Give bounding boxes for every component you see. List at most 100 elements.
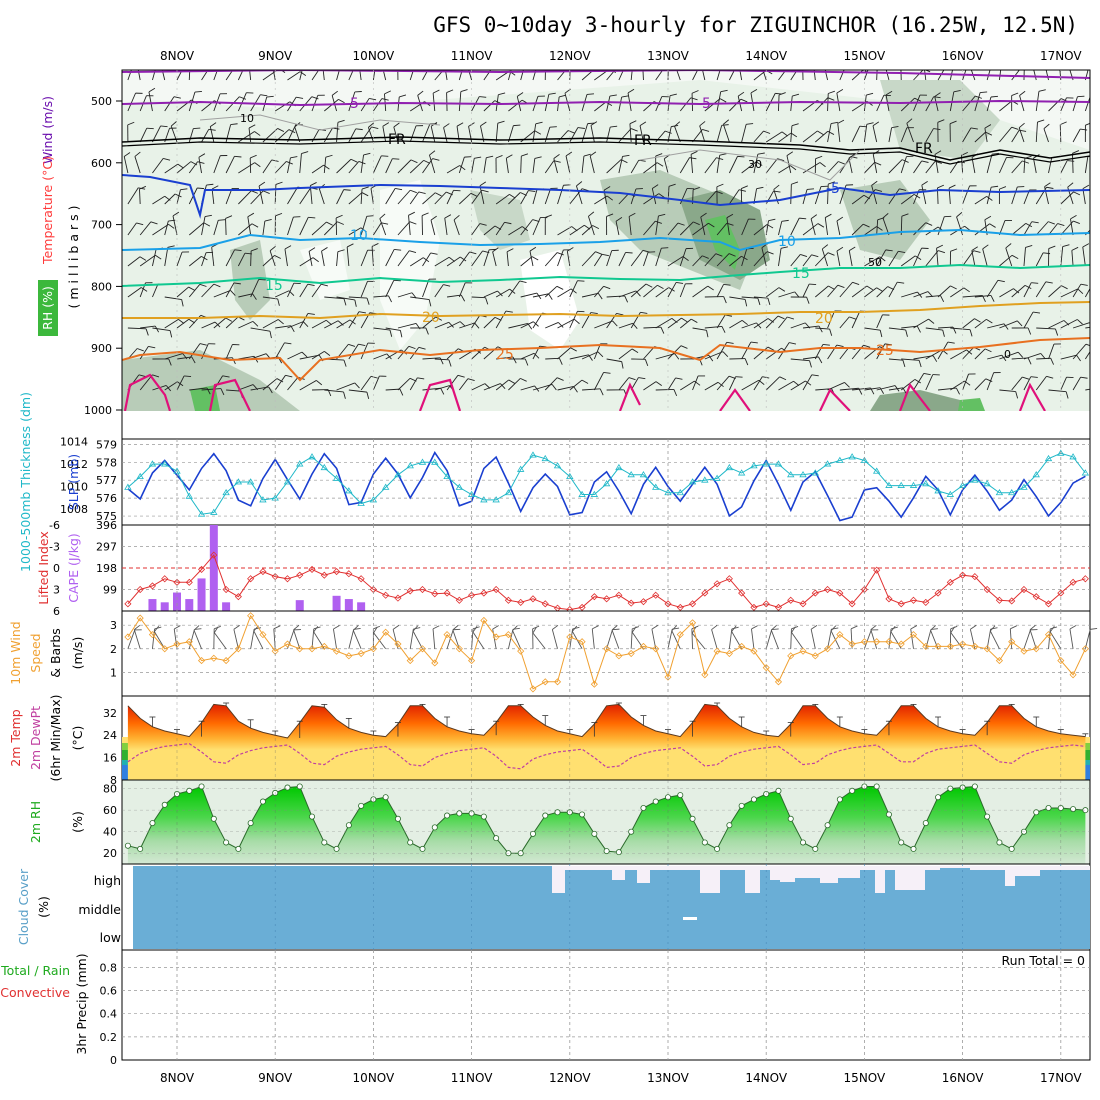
upper-wind-barb — [429, 154, 436, 174]
thickness-point — [934, 487, 942, 494]
upper-wind-barb — [1035, 252, 1044, 267]
upper-wind-barb-flag — [921, 160, 929, 163]
upper-wind-barb-flag — [260, 94, 268, 97]
date-axis-top: 8NOV 9NOV 10NOV 11NOV 12NOV 13NOV 14NOV 15NOV 16… — [160, 49, 1082, 63]
upper-wind-barb — [936, 248, 939, 267]
upper-wind-barb — [446, 321, 461, 329]
upper-wind-barb — [913, 222, 927, 236]
wind-speed-point — [774, 678, 783, 686]
upper-wind-barb — [704, 190, 717, 205]
upper-wind-barb-flag — [360, 227, 367, 233]
upper-wind-barb — [127, 222, 137, 236]
upper-wind-barb-flag — [844, 382, 850, 388]
thickness-point — [148, 460, 157, 467]
lifted-index-point — [197, 565, 206, 573]
upper-wind-barb-flag — [301, 351, 308, 358]
wind-barb-10m — [409, 628, 414, 649]
upper-wind-barb — [704, 253, 717, 267]
upper-wind-barb — [287, 282, 295, 298]
upper-wind-barb — [618, 193, 629, 205]
contour-label-rh0: 0 — [1004, 348, 1011, 361]
upper-wind-barb-flag — [199, 343, 207, 346]
ylabel-rh2m-unit: (%) — [70, 811, 85, 833]
upper-wind-barb-flag — [275, 212, 283, 217]
wind-barb-10m-flag — [671, 625, 677, 631]
rh-point — [849, 787, 856, 794]
upper-wind-barb — [655, 317, 673, 329]
thickness-point — [431, 458, 439, 465]
upper-wind-barb — [1044, 186, 1049, 205]
upper-wind-barb-flag — [331, 90, 338, 96]
upper-wind-barb — [164, 193, 176, 205]
thickness-point — [516, 465, 525, 472]
ylabel-precip-conv: Convective — [0, 985, 70, 1000]
upper-wind-barb-flag — [545, 214, 552, 218]
upper-wind-barb-flag — [409, 250, 417, 254]
upper-wind-barb — [385, 158, 393, 174]
date-label-top: 11NOV — [451, 49, 493, 63]
lifted-index-point — [959, 571, 967, 579]
date-label-bottom: 10NOV — [353, 1071, 395, 1085]
upper-wind-barb — [471, 158, 475, 174]
upper-wind-barb — [284, 248, 288, 267]
upper-wind-barb — [238, 355, 255, 360]
wind-speed-point — [983, 645, 991, 653]
lifted-index-point — [578, 603, 586, 611]
upper-wind-barb-flag — [1093, 347, 1100, 348]
upper-wind-barb — [164, 296, 182, 300]
lifted-index-point — [873, 566, 881, 574]
upper-wind-barb — [753, 376, 763, 391]
upper-wind-barb — [557, 386, 574, 391]
cloud-high-clear — [637, 866, 650, 883]
upper-wind-barb-flag — [1067, 182, 1074, 188]
upper-wind-barb-flag — [165, 385, 172, 392]
rh-point — [935, 794, 942, 801]
upper-wind-barb — [999, 288, 1014, 298]
upper-wind-barb-flag — [974, 318, 981, 323]
upper-wind-barb-flag — [982, 244, 989, 250]
upper-wind-barb — [581, 155, 585, 174]
upper-wind-barb — [871, 185, 878, 205]
upper-wind-barb — [986, 96, 992, 112]
upper-wind-barb — [655, 215, 659, 236]
upper-wind-barb-flag — [479, 223, 487, 226]
wind-speed-point — [296, 645, 304, 653]
chart-title: GFS 0~10day 3-hourly for ZIGUINCHOR (16.… — [433, 13, 1078, 37]
upper-wind-barb-flag — [335, 214, 343, 219]
upper-wind-barb — [692, 255, 703, 267]
upper-wind-barb — [434, 284, 444, 298]
upper-wind-barb-flag — [723, 283, 731, 286]
upper-wind-barb — [127, 256, 141, 267]
upper-wind-barb-flag — [234, 68, 241, 70]
contour-label-10-left: 10 — [350, 228, 368, 244]
upper-wind-barb-flag — [346, 243, 354, 248]
upper-wind-barb — [323, 157, 327, 174]
upper-wind-barb — [529, 250, 534, 267]
upper-wind-barb-flag — [914, 255, 922, 261]
upper-wind-barb — [827, 310, 835, 329]
upper-wind-barb-flag — [506, 154, 513, 159]
upper-wind-barb-flag — [953, 65, 960, 66]
upper-wind-barb — [704, 381, 719, 391]
upper-wind-barb-flag — [448, 359, 452, 367]
rh-point — [321, 839, 328, 846]
upper-wind-barb — [836, 250, 841, 267]
upper-wind-barb-flag — [463, 65, 470, 66]
lifted-index-point — [247, 575, 255, 583]
upper-wind-barb — [667, 222, 679, 236]
upper-wind-barb-flag — [423, 159, 431, 164]
wind-barb-10m-flag — [910, 625, 918, 630]
upper-wind-barb-flag — [529, 246, 537, 252]
upper-wind-barb-flag — [337, 249, 345, 253]
upper-wind-barb — [520, 321, 534, 329]
upper-wind-barb — [589, 155, 595, 174]
thickness-point — [124, 483, 132, 490]
lifted-index-point — [848, 600, 856, 608]
upper-wind-barb — [430, 220, 436, 236]
upper-wind-barb — [164, 381, 178, 391]
rh-shading — [122, 70, 1090, 411]
upper-wind-barb-flag — [155, 254, 162, 260]
upper-wind-barb — [956, 216, 964, 236]
